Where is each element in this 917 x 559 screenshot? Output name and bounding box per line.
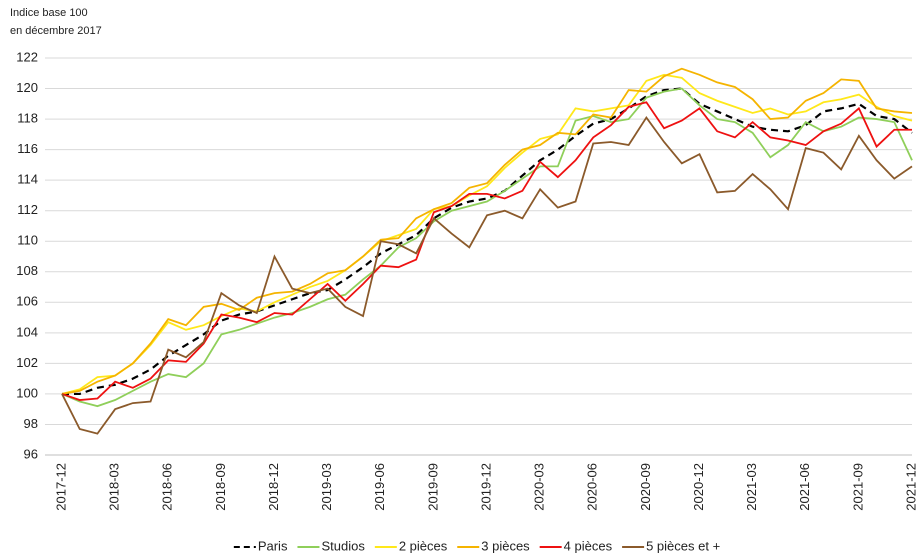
y-tick-label: 104 (16, 324, 38, 339)
x-tick-label: 2019-09 (425, 463, 440, 511)
line-series (61, 87, 913, 408)
x-tick-label: 2020-06 (585, 463, 600, 511)
x-tick-label: 2019-06 (372, 463, 387, 511)
legend-label: 3 pièces (481, 538, 530, 553)
line-series (61, 115, 913, 435)
y-tick-label: 98 (24, 416, 38, 431)
x-tick-label: 2020-09 (638, 463, 653, 511)
legend-label: Paris (258, 538, 288, 553)
legend-label: 4 pièces (564, 538, 613, 553)
y-axis-label: Indice base 100 (10, 7, 88, 19)
y-tick-label: 112 (17, 202, 38, 217)
x-tick-label: 2021-03 (744, 463, 759, 511)
x-tick-label: 2020-12 (691, 463, 706, 511)
x-tick-label: 2020-03 (532, 463, 547, 511)
x-tick-label: 2021-09 (850, 463, 865, 511)
y-tick-label: 110 (17, 233, 38, 248)
y-tick-label: 102 (16, 355, 38, 370)
legend-label: Studios (321, 538, 365, 553)
legend-label: 5 pièces et + (646, 538, 720, 553)
x-tick-label: 2021-12 (903, 463, 917, 511)
line-series (62, 87, 913, 396)
x-tick-label: 2021-06 (797, 463, 812, 511)
x-tick-label: 2017-12 (53, 463, 68, 511)
y-tick-label: 106 (16, 294, 38, 309)
y-tick-label: 122 (16, 49, 38, 64)
x-tick-label: 2019-12 (478, 463, 493, 511)
y-tick-label: 114 (17, 172, 38, 187)
y-axis-label: en décembre 2017 (10, 25, 102, 37)
x-tick-label: 2018-12 (266, 463, 281, 511)
line-series (61, 67, 913, 395)
y-tick-label: 100 (16, 385, 38, 400)
y-tick-label: 120 (16, 80, 38, 95)
y-tick-label: 118 (17, 111, 38, 126)
x-tick-label: 2018-03 (107, 463, 122, 511)
x-tick-label: 2018-09 (213, 463, 228, 511)
y-tick-label: 116 (17, 141, 38, 156)
y-tick-label: 108 (16, 263, 38, 278)
line-series (61, 101, 912, 401)
x-tick-label: 2018-06 (160, 463, 175, 511)
legend-label: 2 pièces (399, 538, 448, 553)
x-tick-label: 2019-03 (319, 463, 334, 511)
line-series (61, 73, 913, 395)
y-tick-label: 96 (24, 446, 38, 461)
